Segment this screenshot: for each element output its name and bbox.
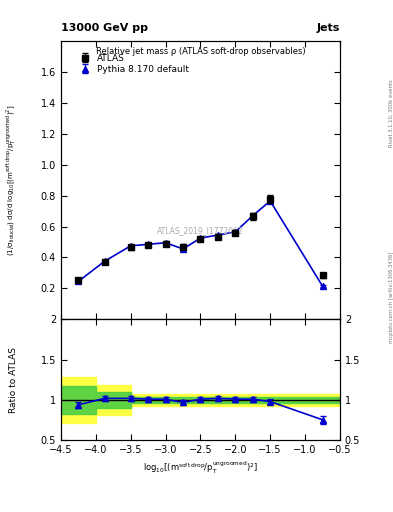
Text: Rivet 3.1.10, 300k events: Rivet 3.1.10, 300k events bbox=[389, 79, 393, 146]
Text: mcplots.cern.ch [arXiv:1306.3436]: mcplots.cern.ch [arXiv:1306.3436] bbox=[389, 251, 393, 343]
Y-axis label: (1/σ$_{\mathrm{fiducial}}$) dσ/d log$_{10}$[(m$^{\mathrm{soft\,drop}}$/p$_\mathr: (1/σ$_{\mathrm{fiducial}}$) dσ/d log$_{1… bbox=[4, 104, 18, 256]
Text: Jets: Jets bbox=[317, 23, 340, 33]
Text: 13000 GeV pp: 13000 GeV pp bbox=[61, 23, 148, 33]
Legend: ATLAS, Pythia 8.170 default: ATLAS, Pythia 8.170 default bbox=[74, 51, 192, 77]
Y-axis label: Ratio to ATLAS: Ratio to ATLAS bbox=[9, 347, 18, 413]
X-axis label: log$_{10}$[(m$^{\mathrm{soft\,drop}}$/p$_\mathrm{T}^{\mathrm{ungroomed}}$)$^2$]: log$_{10}$[(m$^{\mathrm{soft\,drop}}$/p$… bbox=[143, 459, 258, 476]
Text: ATLAS_2019_I1772062: ATLAS_2019_I1772062 bbox=[157, 226, 244, 234]
Text: Relative jet mass ρ (ATLAS soft-drop observables): Relative jet mass ρ (ATLAS soft-drop obs… bbox=[95, 47, 305, 55]
